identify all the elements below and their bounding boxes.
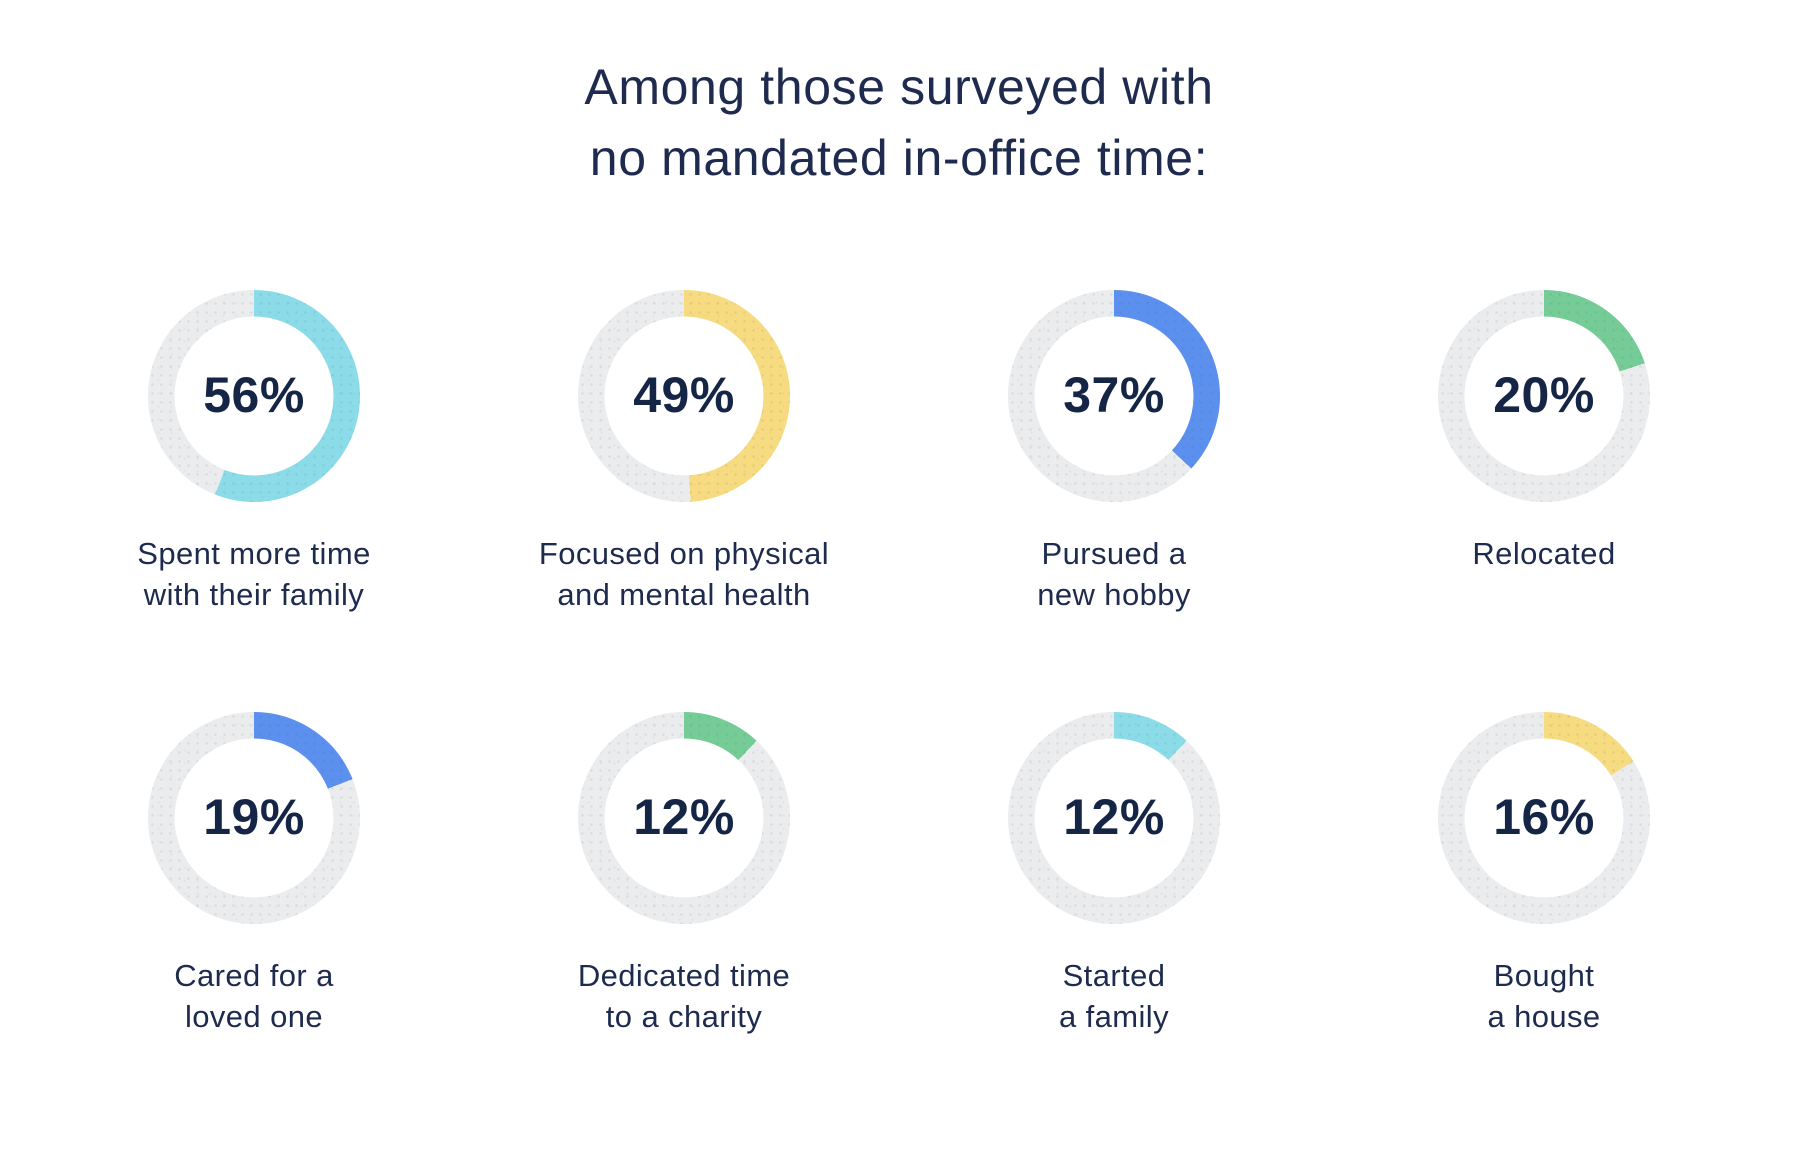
- percent-value: 20%: [1493, 366, 1595, 423]
- donut-hole: [1464, 316, 1624, 476]
- donut-row-2: 19% Cared for a loved one 12% Dedicated …: [0, 711, 1798, 1038]
- chart-label: Focused on physical and mental health: [539, 534, 829, 616]
- donut-ring: 12%: [578, 711, 790, 924]
- donut-ring: 20%: [1438, 290, 1650, 502]
- chart-label: Spent more time with their family: [137, 534, 370, 616]
- percent-value: 19%: [203, 788, 305, 845]
- percent-value: 16%: [1493, 788, 1595, 845]
- donut-chart-cell-started-family: 12% Started a family: [899, 711, 1329, 1038]
- donut-ring: 16%: [1438, 711, 1650, 924]
- donut-ring: 56%: [148, 290, 360, 502]
- donut-ring: 37%: [1008, 290, 1220, 502]
- chart-label-line-2: to a charity: [605, 998, 763, 1034]
- donut-chart-cell-charity: 12% Dedicated time to a charity: [469, 711, 899, 1038]
- percent-value: 12%: [1063, 788, 1165, 845]
- chart-label-line-1: Pursued a: [1041, 536, 1187, 571]
- chart-label-line-1: Dedicated time: [577, 957, 791, 993]
- donut-chart-cell-loved-one: 19% Cared for a loved one: [39, 711, 469, 1038]
- donut-hole: [174, 316, 334, 476]
- chart-label: Dedicated time to a charity: [578, 956, 790, 1038]
- chart-label-line-2: new hobby: [1037, 576, 1191, 612]
- chart-label-line-1: Cared for a: [174, 957, 334, 993]
- chart-label-line-2: loved one: [184, 998, 324, 1034]
- donut-row-1: 56% Spent more time with their family 49…: [0, 290, 1798, 616]
- chart-label: Bought a house: [1487, 956, 1600, 1038]
- chart-label: Pursued a new hobby: [1037, 534, 1191, 616]
- chart-label: Cared for a loved one: [174, 956, 333, 1038]
- page-title: Among those surveyed with no mandated in…: [0, 0, 1798, 194]
- donut-chart-cell-bought-house: 16% Bought a house: [1329, 711, 1759, 1038]
- chart-label-line-1: Focused on physical: [538, 536, 830, 571]
- donut-chart-cell-family-time: 56% Spent more time with their family: [39, 290, 469, 616]
- donut-chart-cell-hobby: 37% Pursued a new hobby: [899, 290, 1329, 616]
- donut-hole: [604, 316, 764, 476]
- chart-label-line-1: Bought: [1493, 957, 1595, 993]
- donut-ring: 12%: [1008, 711, 1220, 924]
- page-title-line-1: Among those surveyed with: [584, 59, 1214, 115]
- page-title-line-2: no mandated in-office time:: [589, 130, 1209, 186]
- donut-hole: [1034, 316, 1194, 476]
- percent-value: 56%: [203, 366, 305, 423]
- percent-value: 49%: [633, 366, 735, 423]
- donut-hole: [604, 738, 764, 898]
- donut-hole: [174, 738, 334, 898]
- chart-label-line-1: Relocated: [1472, 536, 1616, 571]
- chart-label-line-2: with their family: [143, 576, 365, 612]
- chart-label-line-2: and mental health: [557, 576, 811, 612]
- donut-ring: 49%: [578, 290, 790, 502]
- donut-chart-cell-health: 49% Focused on physical and mental healt…: [469, 290, 899, 616]
- chart-label-line-2: a family: [1058, 998, 1169, 1034]
- donut-ring: 19%: [148, 711, 360, 924]
- chart-label-line-2: a house: [1487, 998, 1601, 1034]
- donut-hole: [1034, 738, 1194, 898]
- donut-hole: [1464, 738, 1624, 898]
- chart-label: Started a family: [1059, 956, 1169, 1038]
- donut-chart-cell-relocated: 20% Relocated: [1329, 290, 1759, 616]
- chart-label-line-1: Started: [1062, 957, 1166, 993]
- percent-value: 12%: [633, 788, 735, 845]
- chart-label: Relocated: [1472, 534, 1615, 575]
- percent-value: 37%: [1063, 366, 1165, 423]
- chart-label-line-1: Spent more time: [137, 536, 371, 571]
